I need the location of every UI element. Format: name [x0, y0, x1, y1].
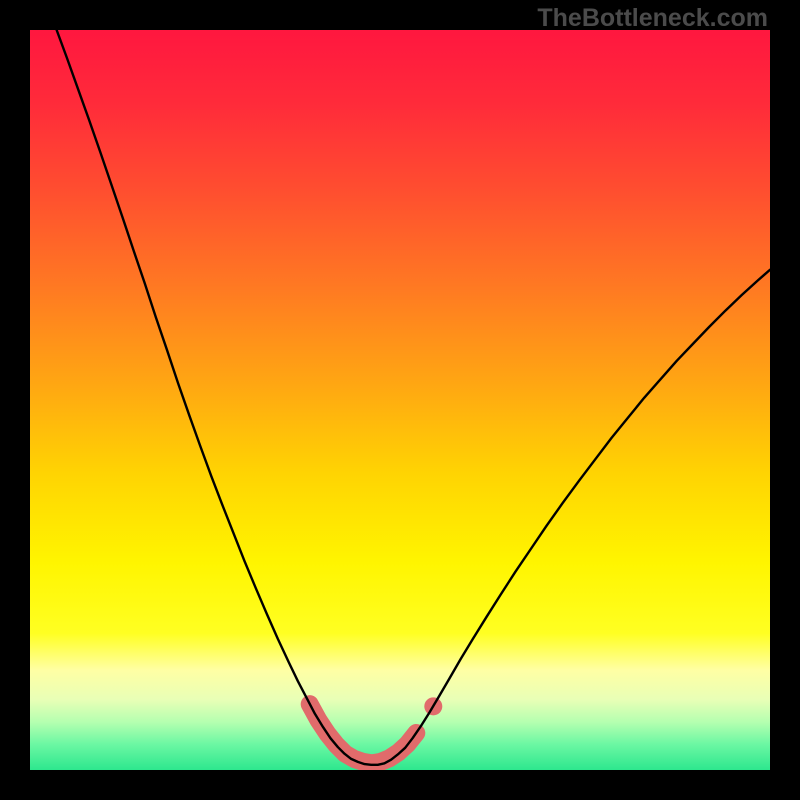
- chart-stage: TheBottleneck.com: [0, 0, 800, 800]
- plot-background: [30, 30, 770, 770]
- watermark-text: TheBottleneck.com: [537, 4, 768, 33]
- bottleneck-chart: [0, 0, 800, 800]
